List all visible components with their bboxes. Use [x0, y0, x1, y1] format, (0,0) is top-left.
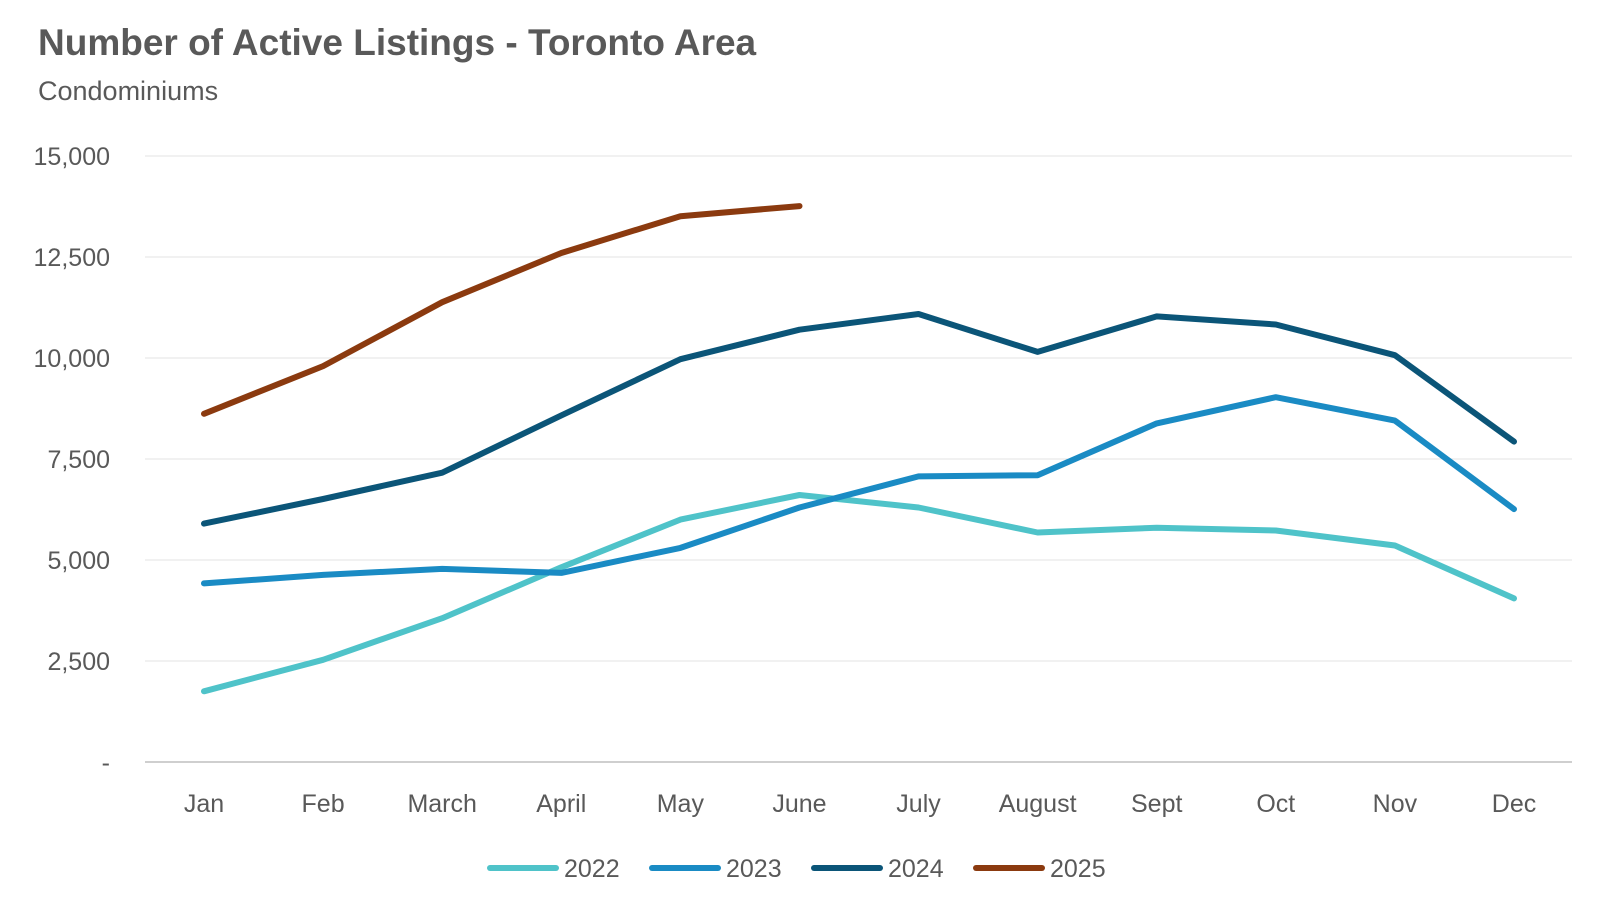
y-tick-label: 5,000	[47, 547, 110, 575]
y-tick-label: 12,500	[34, 244, 110, 272]
x-tick-label: April	[536, 790, 586, 818]
legend-label: 2024	[888, 855, 944, 883]
x-tick-label: Nov	[1373, 790, 1418, 818]
x-tick-label: July	[896, 790, 941, 818]
x-tick-label: June	[772, 790, 826, 818]
x-axis-labels: Jan Feb March April May June July August Sept Oct…	[184, 790, 1536, 818]
y-tick-label: 2,500	[47, 648, 110, 676]
x-tick-label: Feb	[302, 790, 345, 818]
legend-label: 2023	[726, 855, 782, 883]
chart-subtitle: Condominiums	[38, 76, 219, 106]
y-tick-label: -	[102, 749, 110, 777]
legend-item-2022: 2022	[487, 855, 620, 883]
x-tick-label: March	[407, 790, 476, 818]
y-tick-label: 15,000	[34, 143, 110, 171]
y-tick-label: 10,000	[34, 345, 110, 373]
legend: 2022 2023 2024 2025	[487, 855, 1106, 883]
legend-item-2023: 2023	[649, 855, 782, 883]
x-tick-label: Oct	[1256, 790, 1295, 818]
series-line-2023	[201, 394, 1517, 587]
legend-item-2024: 2024	[811, 855, 944, 883]
series-line-2025	[201, 203, 803, 417]
y-tick-label: 7,500	[47, 446, 110, 474]
x-tick-label: August	[999, 790, 1077, 818]
x-tick-label: Jan	[184, 790, 224, 818]
chart-title: Number of Active Listings - Toronto Area	[38, 22, 757, 63]
legend-item-2025: 2025	[973, 855, 1106, 883]
legend-label: 2022	[564, 855, 620, 883]
x-tick-label: Sept	[1131, 790, 1182, 818]
legend-label: 2025	[1050, 855, 1106, 883]
series-line-2024	[201, 311, 1517, 527]
series-lines	[201, 203, 1517, 695]
x-tick-label: May	[657, 790, 705, 818]
series-line-2022	[201, 492, 1517, 695]
gridlines	[145, 155, 1572, 662]
x-tick-label: Dec	[1492, 790, 1536, 818]
y-axis-labels: - 2,500 5,000 7,500 10,000 12,500 15,000	[34, 143, 110, 777]
